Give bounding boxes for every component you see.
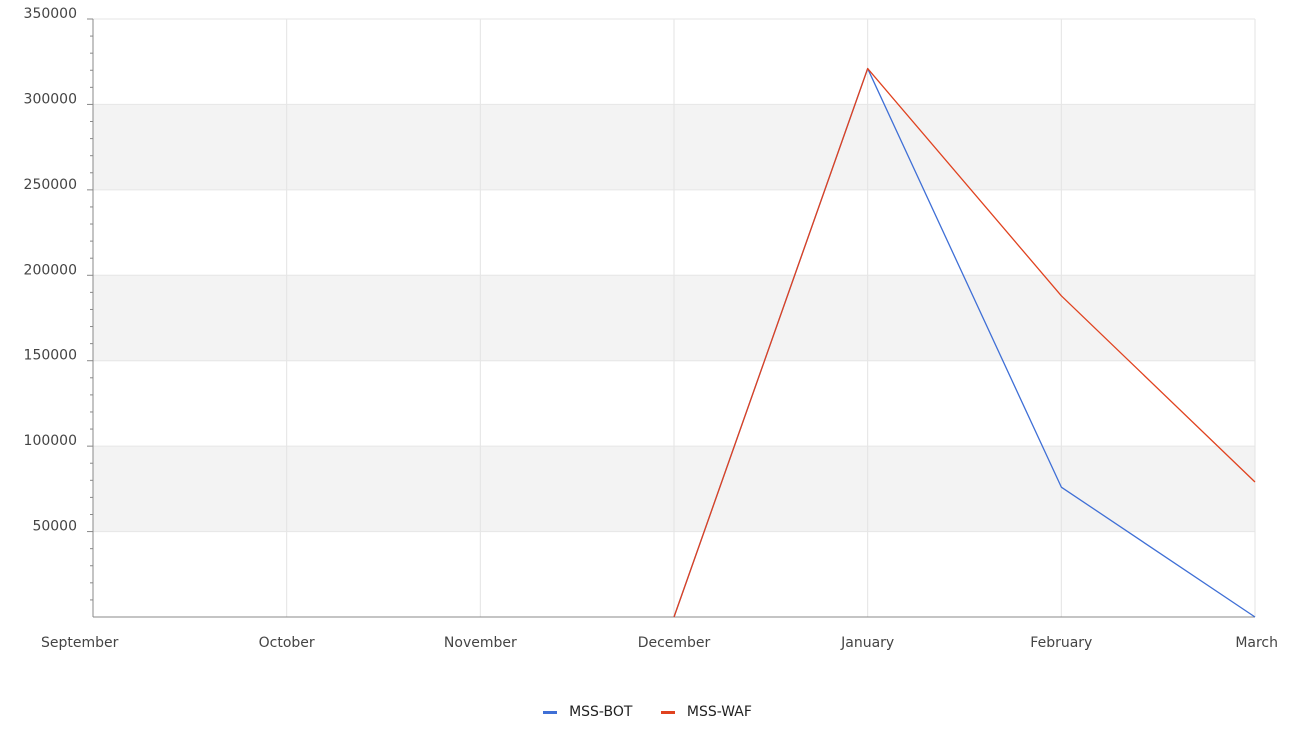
- legend: MSS-BOT MSS-WAF: [0, 704, 1295, 720]
- legend-label-mss-waf: MSS-WAF: [686, 704, 752, 720]
- horizontal-gridlines: [93, 18, 1255, 533]
- legend-label-mss-bot: MSS-BOT: [569, 704, 633, 720]
- legend-swatch-mss-waf: [660, 710, 675, 714]
- y-tick-label: 200000: [24, 262, 77, 278]
- y-tick-label: 300000: [24, 91, 77, 107]
- x-tick-label: December: [638, 635, 711, 651]
- y-tick-label: 250000: [24, 177, 77, 193]
- y-tick-label: 100000: [24, 433, 77, 449]
- series-lines: [673, 67, 1256, 618]
- legend-item-mss-bot[interactable]: MSS-BOT: [543, 704, 632, 720]
- x-tick-label: November: [444, 635, 517, 651]
- x-axis-tick-labels: September October November December January F…: [41, 635, 1278, 651]
- x-tick-label: January: [840, 635, 894, 651]
- legend-item-mss-waf[interactable]: MSS-WAF: [660, 704, 752, 720]
- vertical-gridlines: [286, 19, 1256, 617]
- x-tick-label: March: [1235, 635, 1278, 651]
- series-line-mss-waf: [673, 67, 1256, 618]
- y-tick-label: 50000: [32, 519, 77, 535]
- y-tick-label: 150000: [24, 348, 77, 364]
- y-tick-label: 350000: [24, 6, 77, 22]
- legend-swatch-mss-bot: [543, 710, 558, 714]
- y-axis-tick-labels: 50000 100000 150000 200000 250000 300000 35000…: [24, 6, 77, 535]
- x-tick-label: October: [259, 635, 315, 651]
- x-tick-label: February: [1030, 635, 1092, 651]
- x-tick-label: September: [41, 635, 119, 651]
